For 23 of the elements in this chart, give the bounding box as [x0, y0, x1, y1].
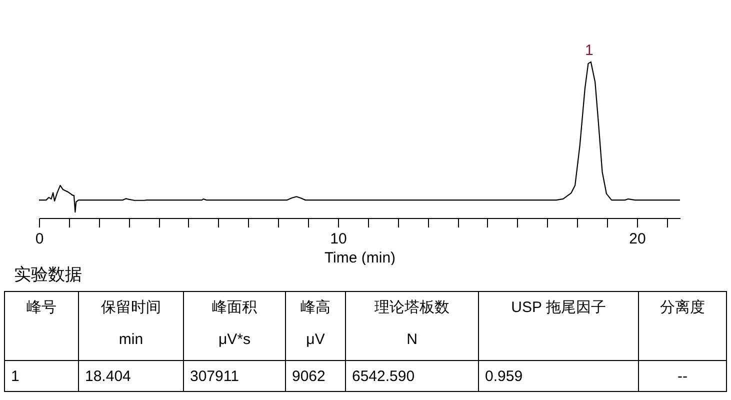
text: 0.959 — [478, 360, 638, 392]
x-tick-label: 20 — [629, 230, 646, 248]
text: μV*s — [218, 330, 252, 350]
annotation: 1 — [585, 42, 594, 59]
text: μV — [305, 330, 326, 350]
x-tick-label: 0 — [35, 230, 44, 248]
text: -- — [638, 360, 726, 392]
text: 保留时间 — [100, 298, 162, 318]
text: 18.404 — [78, 360, 184, 392]
text: 理论塔板数 — [374, 298, 450, 318]
text: USP 拖尾因子 — [510, 298, 607, 318]
text: 6542.590 — [346, 360, 478, 392]
text: min — [118, 330, 144, 350]
text: 分离度 — [659, 298, 706, 318]
x-tick-label: 10 — [330, 230, 347, 248]
text: 9062 — [286, 360, 346, 392]
text: 峰高 — [300, 298, 332, 318]
text: 实验数据 — [14, 264, 82, 286]
text: 峰号 — [26, 298, 58, 318]
text: N — [406, 330, 418, 350]
text: 1 — [4, 360, 78, 392]
text: 307911 — [184, 360, 286, 392]
text: 峰面积 — [211, 298, 258, 318]
